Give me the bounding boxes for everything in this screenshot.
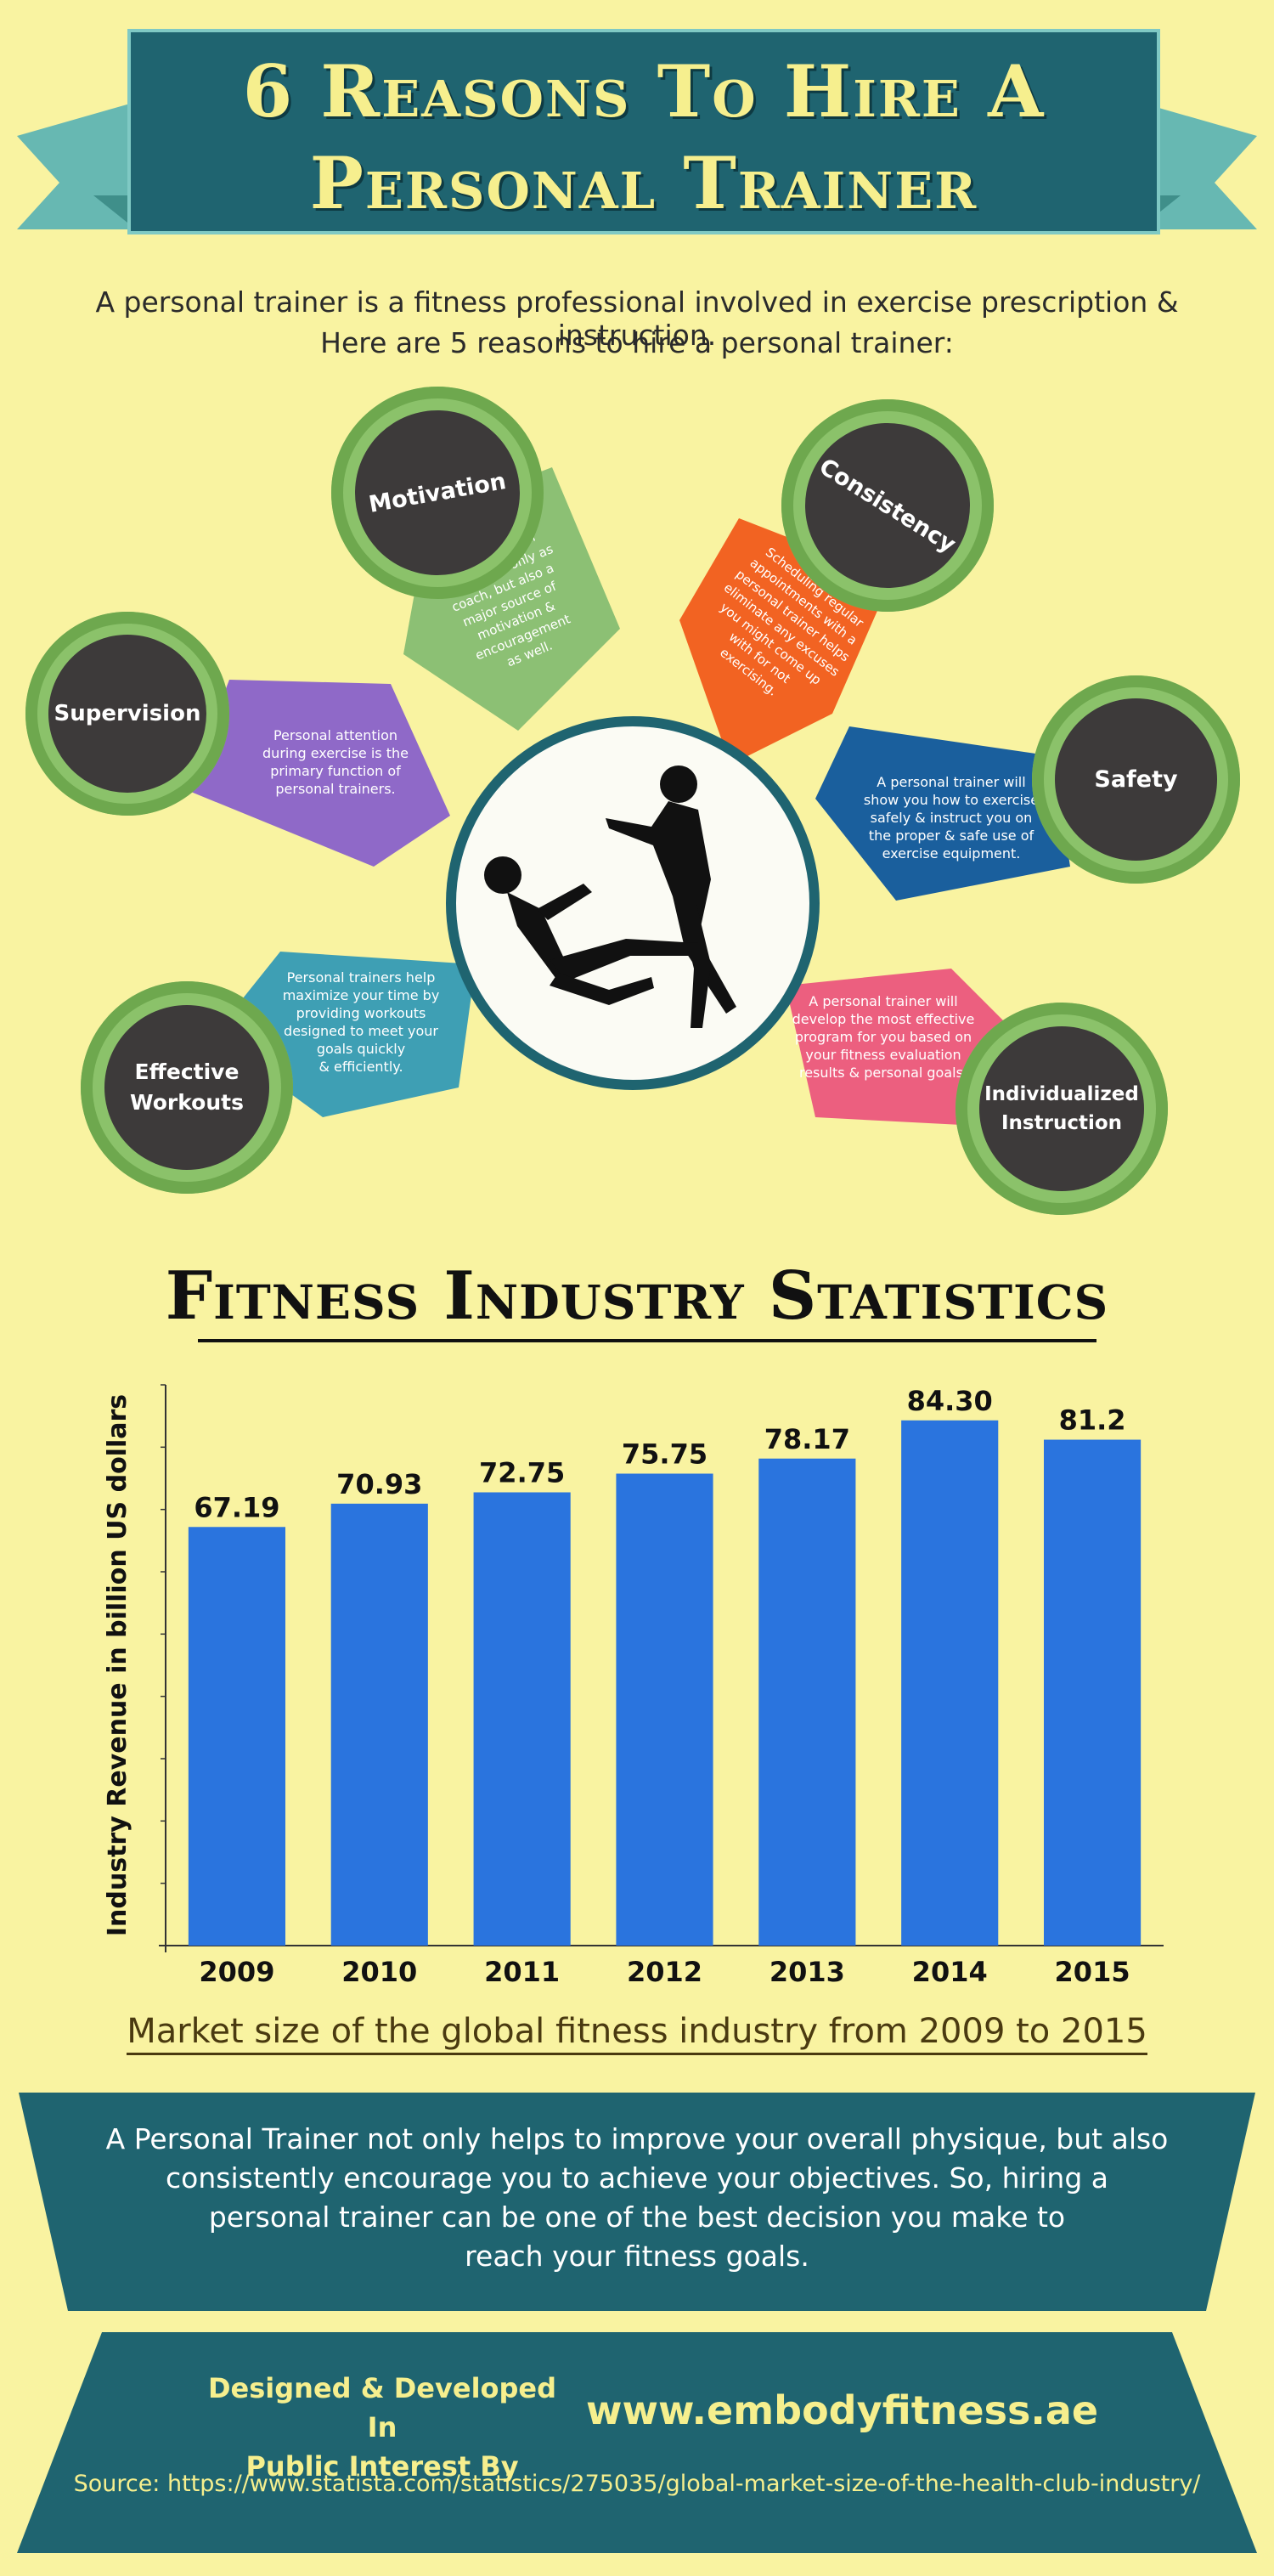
bar-2015 <box>1044 1439 1142 1946</box>
stats-title-underline <box>198 1339 1096 1342</box>
data-label-2014: 84.30 <box>907 1385 993 1417</box>
safety-callout <box>815 726 1070 901</box>
data-label-2010: 70.93 <box>336 1468 422 1500</box>
individualized-label: Individualized Instruction <box>979 1026 1144 1191</box>
supervision-text: Personal attention during exercise is the… <box>262 727 409 797</box>
data-label-2012: 75.75 <box>622 1438 707 1471</box>
motivation-label: Motivation <box>341 397 533 589</box>
bar-2011 <box>473 1492 571 1946</box>
source-link[interactable]: Source: https://www.statista.com/statist… <box>73 2471 1201 2497</box>
data-label-2013: 78.17 <box>764 1423 850 1455</box>
page-title-line2: Personal Trainer <box>309 141 978 225</box>
x-tick-label-2015: 2015 <box>1055 1956 1130 1988</box>
intro-line2: Here are 5 reasons to hire a personal tr… <box>320 326 954 359</box>
intro-line1: A personal trainer is a fitness professi… <box>95 285 1179 352</box>
safety-badge: Safety <box>1032 675 1240 884</box>
stats-title: Fitness Industry Statistics <box>165 1257 1109 1335</box>
footer-panel <box>17 2332 1257 2553</box>
supervision-callout <box>187 680 450 867</box>
effective-workouts-label: Effective Workouts <box>104 1005 269 1170</box>
x-tick-label-2011: 2011 <box>484 1956 560 1988</box>
effective-workouts-badge: Effective Workouts <box>81 981 293 1194</box>
bar-2013 <box>758 1458 856 1946</box>
effective-workouts-text: Personal trainers help maximize your time… <box>282 969 440 1075</box>
supervision-label: Supervision <box>48 635 206 793</box>
website-link[interactable]: www.embodyfitness.ae <box>586 2387 1099 2433</box>
chart-caption: Market size of the global fitness indust… <box>0 2012 1274 2055</box>
y-axis-label: Industry Revenue in billion US dollars <box>103 1394 132 1936</box>
consistency-badge: Consistency <box>774 392 1001 619</box>
conclusion-panel <box>19 2093 1255 2311</box>
x-tick-label-2014: 2014 <box>912 1956 988 1988</box>
bar-2009 <box>188 1527 285 1946</box>
motivation-badge: Motivation <box>331 387 544 599</box>
data-label-2009: 67.19 <box>194 1491 279 1523</box>
page-title-line1: 6 Reasons To Hire A <box>242 49 1046 133</box>
bar-2014 <box>901 1420 999 1946</box>
data-label-2015: 81.2 <box>1059 1404 1126 1437</box>
trainer-illustration-frame <box>446 716 820 1090</box>
credit-text: Designed & Developed In Public Interest … <box>207 2372 557 2483</box>
trainer-silhouette-icon <box>484 765 736 1028</box>
individualized-text: A personal trainer will develop the most … <box>792 993 975 1081</box>
bar-2012 <box>616 1473 713 1946</box>
x-tick-label-2012: 2012 <box>627 1956 702 1988</box>
title-banner: 6 Reasons To Hire A Personal Trainer <box>127 29 1160 234</box>
x-tick-label-2009: 2009 <box>199 1956 274 1988</box>
bar-2010 <box>330 1503 428 1946</box>
individualized-badge: Individualized Instruction <box>956 1003 1168 1215</box>
x-tick-label-2010: 2010 <box>341 1956 417 1988</box>
conclusion-text: A Personal Trainer not only helps to imp… <box>105 2122 1169 2273</box>
data-label-2011: 72.75 <box>479 1457 565 1489</box>
revenue-bar-chart: Industry Revenue in billion US dollars 67… <box>103 1384 1164 1988</box>
x-tick-label-2013: 2013 <box>769 1956 845 1988</box>
supervision-badge: Supervision <box>25 612 229 816</box>
safety-label: Safety <box>1055 698 1217 861</box>
safety-text: A personal trainer will show you how to e… <box>863 774 1040 861</box>
